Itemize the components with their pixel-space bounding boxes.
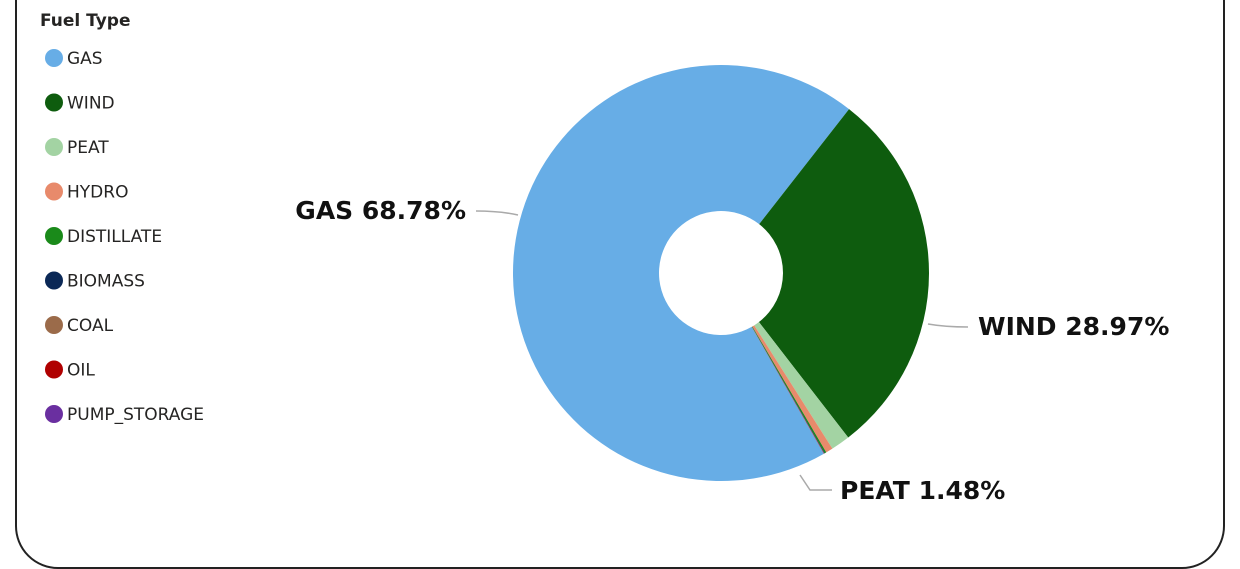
legend-marker[interactable] [45, 405, 63, 423]
data-label: GAS 68.78% [295, 196, 466, 225]
legend-label[interactable]: PUMP_STORAGE [67, 405, 204, 425]
legend-label[interactable]: HYDRO [67, 183, 128, 203]
legend-marker[interactable] [45, 271, 63, 290]
legend-marker[interactable] [45, 360, 63, 379]
legend-label[interactable]: DISTILLATE [67, 227, 162, 247]
leader-line [475, 210, 519, 216]
legend-marker[interactable] [45, 316, 63, 334]
donut-slice[interactable] [751, 326, 825, 454]
legend-marker[interactable] [45, 227, 63, 245]
legend-title: Fuel Type [40, 11, 131, 31]
donut-slice[interactable] [751, 326, 827, 454]
legend-label[interactable]: GAS [67, 49, 103, 69]
data-label: PEAT 1.48% [840, 476, 1005, 505]
legend-label[interactable]: PEAT [67, 138, 109, 158]
leader-line [927, 323, 969, 328]
donut-slice[interactable] [758, 109, 929, 438]
legend-marker[interactable] [45, 49, 63, 67]
donut-slice[interactable] [513, 64, 850, 481]
legend-marker[interactable] [45, 93, 63, 112]
donut-slice[interactable] [751, 326, 824, 454]
legend-label[interactable]: COAL [67, 316, 114, 336]
legend-marker[interactable] [45, 138, 63, 156]
donut-slice[interactable] [751, 326, 824, 454]
visual-border [15, 0, 1225, 569]
donut-slice[interactable] [754, 322, 849, 449]
legend-marker[interactable] [45, 182, 63, 201]
legend-label[interactable]: OIL [67, 361, 95, 381]
data-label: WIND 28.97% [978, 312, 1169, 341]
donut-slice[interactable] [752, 325, 833, 453]
leader-line [799, 474, 832, 491]
donut-slice[interactable] [751, 326, 825, 454]
legend-label[interactable]: BIOMASS [67, 272, 145, 292]
legend-label[interactable]: WIND [67, 94, 115, 114]
